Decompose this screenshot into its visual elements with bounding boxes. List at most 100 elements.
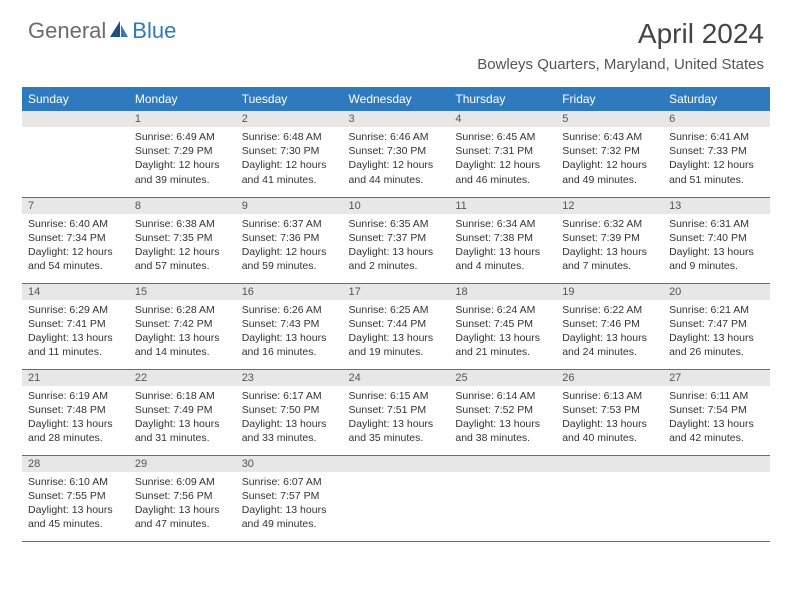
calendar-day-cell: 18Sunrise: 6:24 AMSunset: 7:45 PMDayligh… [449, 283, 556, 369]
calendar-day-cell: 19Sunrise: 6:22 AMSunset: 7:46 PMDayligh… [556, 283, 663, 369]
sunrise-line: Sunrise: 6:35 AM [349, 217, 444, 231]
sunset-line: Sunset: 7:38 PM [455, 231, 550, 245]
day-number: 17 [343, 284, 450, 300]
calendar-day-cell: 25Sunrise: 6:14 AMSunset: 7:52 PMDayligh… [449, 369, 556, 455]
day-details: Sunrise: 6:15 AMSunset: 7:51 PMDaylight:… [343, 386, 450, 450]
day-number [449, 456, 556, 472]
day-details: Sunrise: 6:41 AMSunset: 7:33 PMDaylight:… [663, 127, 770, 191]
sunrise-line: Sunrise: 6:38 AM [135, 217, 230, 231]
sunrise-line: Sunrise: 6:29 AM [28, 303, 123, 317]
sunset-line: Sunset: 7:33 PM [669, 144, 764, 158]
day-number [663, 456, 770, 472]
calendar-day-cell: 13Sunrise: 6:31 AMSunset: 7:40 PMDayligh… [663, 197, 770, 283]
day-number: 29 [129, 456, 236, 472]
day-number: 25 [449, 370, 556, 386]
logo-text-general: General [28, 18, 106, 44]
day-details: Sunrise: 6:34 AMSunset: 7:38 PMDaylight:… [449, 214, 556, 278]
day-details: Sunrise: 6:45 AMSunset: 7:31 PMDaylight:… [449, 127, 556, 191]
sunrise-line: Sunrise: 6:17 AM [242, 389, 337, 403]
calendar-day-cell: 5Sunrise: 6:43 AMSunset: 7:32 PMDaylight… [556, 111, 663, 197]
sunrise-line: Sunrise: 6:22 AM [562, 303, 657, 317]
day-of-week-header: Thursday [449, 87, 556, 111]
sunrise-line: Sunrise: 6:41 AM [669, 130, 764, 144]
day-details [663, 472, 770, 479]
sunset-line: Sunset: 7:36 PM [242, 231, 337, 245]
day-details: Sunrise: 6:17 AMSunset: 7:50 PMDaylight:… [236, 386, 343, 450]
sunrise-line: Sunrise: 6:26 AM [242, 303, 337, 317]
calendar-day-cell: 6Sunrise: 6:41 AMSunset: 7:33 PMDaylight… [663, 111, 770, 197]
calendar-day-cell: 30Sunrise: 6:07 AMSunset: 7:57 PMDayligh… [236, 455, 343, 541]
calendar-day-cell: 20Sunrise: 6:21 AMSunset: 7:47 PMDayligh… [663, 283, 770, 369]
sunrise-line: Sunrise: 6:46 AM [349, 130, 444, 144]
day-number [556, 456, 663, 472]
day-details: Sunrise: 6:22 AMSunset: 7:46 PMDaylight:… [556, 300, 663, 364]
sunrise-line: Sunrise: 6:13 AM [562, 389, 657, 403]
daylight-line: Daylight: 13 hours and 19 minutes. [349, 331, 444, 359]
sunset-line: Sunset: 7:30 PM [349, 144, 444, 158]
daylight-line: Daylight: 13 hours and 45 minutes. [28, 503, 123, 531]
logo-sail-icon [108, 19, 130, 44]
day-details: Sunrise: 6:26 AMSunset: 7:43 PMDaylight:… [236, 300, 343, 364]
sunset-line: Sunset: 7:50 PM [242, 403, 337, 417]
day-number: 8 [129, 198, 236, 214]
day-number: 11 [449, 198, 556, 214]
sunset-line: Sunset: 7:44 PM [349, 317, 444, 331]
calendar-day-cell: 29Sunrise: 6:09 AMSunset: 7:56 PMDayligh… [129, 455, 236, 541]
calendar-body: 1Sunrise: 6:49 AMSunset: 7:29 PMDaylight… [22, 111, 770, 541]
calendar-day-cell: 4Sunrise: 6:45 AMSunset: 7:31 PMDaylight… [449, 111, 556, 197]
day-number: 16 [236, 284, 343, 300]
day-details: Sunrise: 6:09 AMSunset: 7:56 PMDaylight:… [129, 472, 236, 536]
calendar-day-cell: 9Sunrise: 6:37 AMSunset: 7:36 PMDaylight… [236, 197, 343, 283]
logo: General Blue [28, 18, 176, 44]
calendar-empty-cell [663, 455, 770, 541]
calendar-day-cell: 16Sunrise: 6:26 AMSunset: 7:43 PMDayligh… [236, 283, 343, 369]
daylight-line: Daylight: 12 hours and 46 minutes. [455, 158, 550, 186]
day-number: 26 [556, 370, 663, 386]
sunset-line: Sunset: 7:37 PM [349, 231, 444, 245]
sunset-line: Sunset: 7:52 PM [455, 403, 550, 417]
sunrise-line: Sunrise: 6:28 AM [135, 303, 230, 317]
daylight-line: Daylight: 12 hours and 57 minutes. [135, 245, 230, 273]
day-number: 19 [556, 284, 663, 300]
day-details [22, 127, 129, 134]
day-number: 28 [22, 456, 129, 472]
page-title: April 2024 [477, 18, 764, 50]
calendar-day-cell: 10Sunrise: 6:35 AMSunset: 7:37 PMDayligh… [343, 197, 450, 283]
daylight-line: Daylight: 12 hours and 49 minutes. [562, 158, 657, 186]
day-details: Sunrise: 6:35 AMSunset: 7:37 PMDaylight:… [343, 214, 450, 278]
sunset-line: Sunset: 7:35 PM [135, 231, 230, 245]
sunset-line: Sunset: 7:48 PM [28, 403, 123, 417]
daylight-line: Daylight: 12 hours and 54 minutes. [28, 245, 123, 273]
day-number: 20 [663, 284, 770, 300]
day-details: Sunrise: 6:19 AMSunset: 7:48 PMDaylight:… [22, 386, 129, 450]
daylight-line: Daylight: 13 hours and 42 minutes. [669, 417, 764, 445]
day-number: 1 [129, 111, 236, 127]
daylight-line: Daylight: 13 hours and 26 minutes. [669, 331, 764, 359]
sunrise-line: Sunrise: 6:40 AM [28, 217, 123, 231]
calendar-day-cell: 3Sunrise: 6:46 AMSunset: 7:30 PMDaylight… [343, 111, 450, 197]
sunset-line: Sunset: 7:55 PM [28, 489, 123, 503]
day-details: Sunrise: 6:38 AMSunset: 7:35 PMDaylight:… [129, 214, 236, 278]
day-details: Sunrise: 6:11 AMSunset: 7:54 PMDaylight:… [663, 386, 770, 450]
day-details: Sunrise: 6:29 AMSunset: 7:41 PMDaylight:… [22, 300, 129, 364]
sunset-line: Sunset: 7:43 PM [242, 317, 337, 331]
daylight-line: Daylight: 13 hours and 33 minutes. [242, 417, 337, 445]
day-details: Sunrise: 6:13 AMSunset: 7:53 PMDaylight:… [556, 386, 663, 450]
sunrise-line: Sunrise: 6:19 AM [28, 389, 123, 403]
sunset-line: Sunset: 7:31 PM [455, 144, 550, 158]
daylight-line: Daylight: 13 hours and 16 minutes. [242, 331, 337, 359]
daylight-line: Daylight: 12 hours and 39 minutes. [135, 158, 230, 186]
daylight-line: Daylight: 12 hours and 59 minutes. [242, 245, 337, 273]
daylight-line: Daylight: 12 hours and 41 minutes. [242, 158, 337, 186]
daylight-line: Daylight: 13 hours and 7 minutes. [562, 245, 657, 273]
calendar-day-cell: 1Sunrise: 6:49 AMSunset: 7:29 PMDaylight… [129, 111, 236, 197]
sunset-line: Sunset: 7:29 PM [135, 144, 230, 158]
calendar-week-row: 7Sunrise: 6:40 AMSunset: 7:34 PMDaylight… [22, 197, 770, 283]
day-details [343, 472, 450, 479]
sunrise-line: Sunrise: 6:15 AM [349, 389, 444, 403]
sunrise-line: Sunrise: 6:10 AM [28, 475, 123, 489]
day-number: 13 [663, 198, 770, 214]
sunset-line: Sunset: 7:34 PM [28, 231, 123, 245]
day-details: Sunrise: 6:28 AMSunset: 7:42 PMDaylight:… [129, 300, 236, 364]
calendar-day-cell: 22Sunrise: 6:18 AMSunset: 7:49 PMDayligh… [129, 369, 236, 455]
